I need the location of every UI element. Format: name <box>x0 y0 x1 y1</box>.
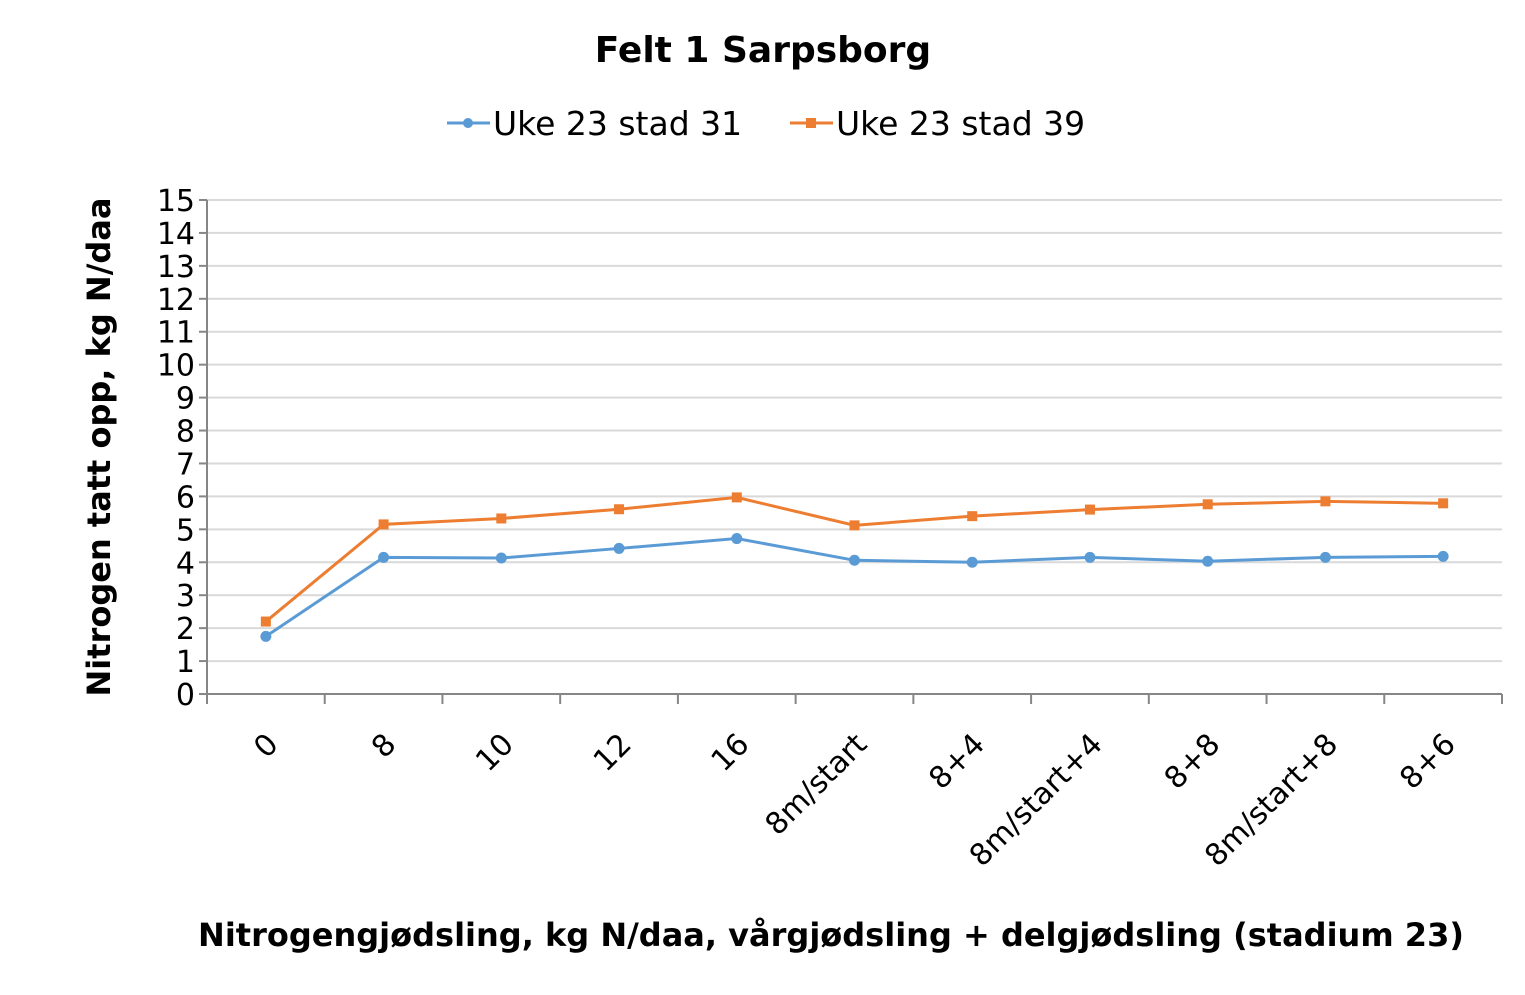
y-tick-label: 4 <box>176 546 195 581</box>
data-point-series-2 <box>849 520 860 531</box>
data-point-series-1 <box>1202 555 1214 567</box>
data-point-series-2 <box>614 504 625 515</box>
x-axis-label: Nitrogengjødsling, kg N/daa, vårgjødslin… <box>198 916 1464 954</box>
x-tick-label: 8m/start <box>759 727 875 843</box>
y-axis-label: Nitrogen tatt opp, kg N/daa <box>80 198 118 697</box>
data-point-series-1 <box>966 556 978 568</box>
data-point-series-2 <box>731 492 742 503</box>
legend-label-series-1: Uke 23 stad 31 <box>493 104 742 143</box>
data-point-series-2 <box>1320 496 1331 507</box>
legend-marker-series-1 <box>463 118 473 128</box>
y-tick-label: 15 <box>157 184 195 219</box>
data-point-series-1 <box>1437 550 1449 562</box>
y-tick-label: 9 <box>176 382 195 417</box>
y-tick-label: 14 <box>157 217 195 252</box>
data-point-series-1 <box>260 630 272 642</box>
x-tick-label: 0 <box>247 727 285 765</box>
data-point-series-1 <box>1084 551 1096 563</box>
y-tick-label: 11 <box>157 316 195 351</box>
legend: Uke 23 stad 31 Uke 23 stad 39 <box>447 104 1085 143</box>
y-tick-label: 13 <box>157 250 195 285</box>
y-tick-label: 1 <box>176 645 195 680</box>
y-tick-label: 0 <box>176 678 195 713</box>
y-tick-label: 10 <box>157 349 195 384</box>
x-tick-label: 12 <box>587 727 639 779</box>
data-point-series-1 <box>849 554 860 566</box>
data-point-series-2 <box>496 513 507 524</box>
data-point-series-2 <box>967 511 978 522</box>
y-tick-label: 7 <box>176 447 195 482</box>
x-tick-label: 8+8 <box>1158 727 1228 797</box>
x-tick-label: 16 <box>705 727 757 779</box>
y-tick-label: 5 <box>176 513 195 548</box>
data-point-series-1 <box>613 542 625 554</box>
y-tick-label: 8 <box>176 415 195 450</box>
y-tick-label: 3 <box>176 579 195 614</box>
data-point-series-2 <box>1084 504 1095 515</box>
legend-marker-series-2 <box>806 118 816 128</box>
data-point-series-1 <box>731 533 743 545</box>
chart-title: Felt 1 Sarpsborg <box>595 30 931 71</box>
y-tick-label: 2 <box>176 612 195 647</box>
data-point-series-2 <box>1438 498 1449 509</box>
data-point-series-1 <box>495 552 507 564</box>
y-tick-label: 12 <box>157 283 195 318</box>
y-tick-label: 6 <box>176 480 195 515</box>
data-point-series-1 <box>378 551 390 563</box>
series-line-1 <box>265 537 1444 638</box>
data-point-series-2 <box>260 616 271 627</box>
legend-label-series-2: Uke 23 stad 39 <box>836 104 1085 143</box>
data-point-series-2 <box>378 519 389 530</box>
x-tick-label: 8+4 <box>922 727 992 797</box>
x-tick-label: 10 <box>469 727 521 779</box>
data-point-series-2 <box>1202 499 1213 510</box>
data-point-series-1 <box>1319 551 1331 563</box>
x-tick-label: 8+6 <box>1393 727 1463 797</box>
x-tick-label: 8 <box>365 727 403 765</box>
